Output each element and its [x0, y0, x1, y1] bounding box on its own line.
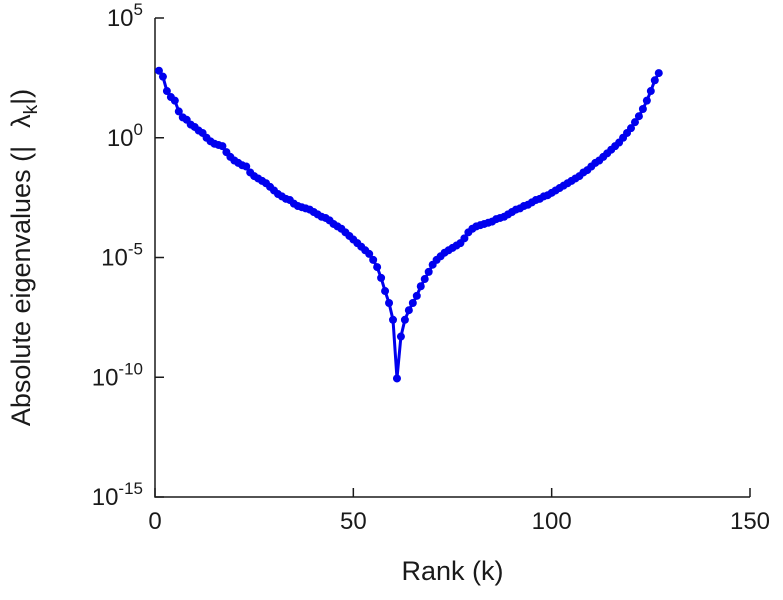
data-point-marker — [627, 124, 635, 133]
data-point-marker — [400, 315, 409, 324]
y-axis-label: Absolute eigenvalues (|λk|) — [6, 89, 42, 426]
data-point-marker — [154, 66, 163, 75]
data-point-marker — [381, 287, 390, 296]
data-point-marker — [646, 87, 655, 96]
x-axis-tick-label: 0 — [148, 508, 161, 535]
data-point-marker — [424, 267, 433, 276]
data-point-marker — [174, 107, 183, 116]
x-axis-tick-label: 150 — [730, 508, 770, 535]
data-point-marker — [158, 72, 167, 81]
data-point-marker — [373, 263, 382, 272]
data-point-marker — [650, 76, 659, 85]
y-axis-tick-label: 10-10 — [92, 359, 143, 391]
x-axis-tick-label: 100 — [532, 508, 572, 535]
data-point-marker — [642, 96, 651, 105]
data-point-marker — [385, 299, 394, 307]
y-axis-tick-label: 10-5 — [101, 240, 143, 272]
data-point-marker — [218, 142, 227, 151]
eigenvalue-line — [157, 69, 661, 380]
data-point-marker — [634, 112, 643, 121]
data-point-marker — [369, 255, 378, 264]
data-point-marker — [396, 332, 405, 341]
data-point-marker — [408, 299, 417, 307]
data-point-marker — [404, 306, 413, 315]
data-point-marker — [420, 275, 429, 284]
y-axis-tick-label: 100 — [107, 120, 143, 152]
data-point-marker — [392, 374, 401, 383]
x-axis-tick-label: 50 — [340, 508, 367, 535]
data-point-marker — [460, 234, 469, 243]
data-point-marker — [242, 162, 251, 171]
data-point-marker — [365, 249, 374, 258]
y-axis-tick-label: 105 — [107, 0, 143, 32]
data-point-marker — [638, 105, 647, 114]
x-axis-label: Rank (k) — [401, 556, 503, 586]
data-point-marker — [377, 273, 386, 282]
data-point-marker — [162, 87, 171, 96]
data-point-marker — [170, 96, 179, 105]
axes — [154, 18, 750, 498]
data-point-marker — [389, 315, 397, 324]
data-point-marker — [654, 69, 663, 78]
y-axis-tick-label: 10-15 — [92, 479, 143, 511]
data-point-marker — [630, 118, 639, 127]
data-point-marker — [412, 291, 421, 300]
data-point-marker — [416, 282, 425, 291]
